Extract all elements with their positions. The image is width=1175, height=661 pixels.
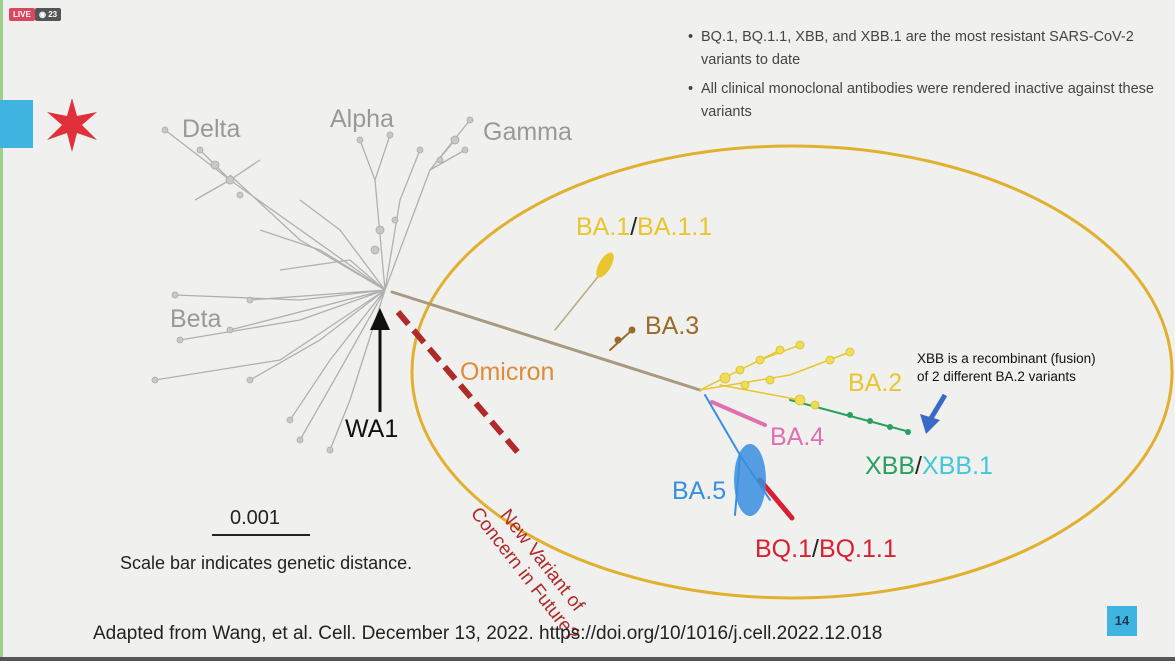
bq1-text: BQ.1 [755,535,812,563]
page-number: 14 [1107,606,1137,636]
ba3-nodes [614,326,636,344]
bullet-list: BQ.1, BQ.1.1, XBB, and XBB.1 are the mos… [688,26,1168,130]
slash: / [630,213,638,241]
label-gamma: Gamma [483,118,572,146]
eye-icon: ◉ [39,10,46,19]
xbb-text: XBB [865,452,916,480]
bullet-item: All clinical monoclonal antibodies were … [688,78,1168,124]
wa1-arrow [370,308,390,412]
ba1-text: BA.1 [576,213,631,241]
omicron-ellipse [410,144,1174,600]
viewer-count-badge: ◉ 23 [35,8,62,21]
citation: Adapted from Wang, et al. Cell. December… [93,623,883,644]
live-badge: LIVE [9,8,35,21]
label-omicron: Omicron [460,358,555,386]
window-edge [0,0,3,661]
ba2-cluster [719,340,855,410]
xbb1-text: XBB.1 [921,452,993,480]
label-ba3: BA.3 [645,312,700,340]
xbb-pointer-arrow [920,393,948,434]
ba1-cluster [596,252,614,278]
scale-caption: Scale bar indicates genetic distance. [120,553,413,573]
label-ba1: BA.1/BA.1.1 [576,213,712,242]
label-beta: Beta [170,305,222,333]
early-variant-nodes [151,116,474,454]
label-wa1: WA1 [345,415,399,443]
star-icon [47,98,97,152]
label-xbb: XBB/XBB.1 [865,452,993,481]
xbb-note: XBB is a recombinant (fusion) of 2 differ… [917,350,1096,386]
xbb-note-line2: of 2 different BA.2 variants [917,369,1076,384]
xbb-nodes [847,412,911,435]
scale-value: 0.001 [230,507,281,529]
bullet-item: BQ.1, BQ.1.1, XBB, and XBB.1 are the mos… [688,26,1168,72]
slide-accent-bar [0,100,33,148]
bq11-text: BQ.1.1 [818,535,897,563]
label-ba5: BA.5 [672,477,727,505]
viewer-count: 23 [48,10,58,19]
window-edge-bottom [0,657,1175,661]
label-ba4: BA.4 [770,423,825,451]
ba11-text: BA.1.1 [637,213,713,241]
label-alpha: Alpha [330,105,394,133]
ba5-cluster [734,444,766,516]
early-variant-branches [154,119,471,451]
xbb-note-line1: XBB is a recombinant (fusion) [917,351,1096,366]
future-variant-dashed-line [395,310,523,457]
label-delta: Delta [182,115,241,143]
slash: / [915,452,922,480]
label-ba2: BA.2 [848,369,903,397]
slash: / [811,535,819,563]
label-bq1: BQ.1/BQ.1.1 [755,535,897,564]
